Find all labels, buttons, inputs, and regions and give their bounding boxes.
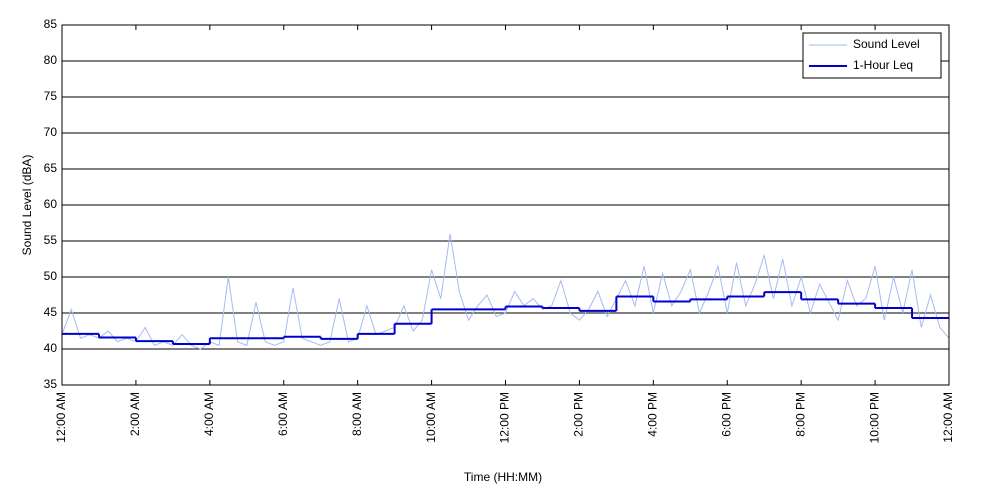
x-tick-label: 12:00 AM bbox=[54, 392, 68, 443]
legend-box bbox=[802, 32, 942, 79]
y-tick-label: 80 bbox=[44, 53, 58, 67]
y-tick-label: 45 bbox=[44, 305, 58, 319]
y-tick-label: 75 bbox=[44, 89, 58, 103]
y-tick-label: 40 bbox=[44, 341, 58, 355]
y-tick-label: 60 bbox=[44, 197, 58, 211]
x-tick-label: 12:00 AM bbox=[941, 392, 955, 443]
y-tick-label: 85 bbox=[44, 17, 58, 31]
x-tick-label: 2:00 AM bbox=[128, 392, 142, 436]
plot-frame bbox=[61, 24, 950, 386]
x-tick-label: 10:00 PM bbox=[867, 392, 881, 443]
x-tick-label: 10:00 AM bbox=[424, 392, 438, 443]
y-tick-label: 70 bbox=[44, 125, 58, 139]
x-tick-label: 8:00 AM bbox=[350, 392, 364, 436]
x-tick-label: 2:00 PM bbox=[572, 392, 586, 437]
y-tick-label: 50 bbox=[44, 269, 58, 283]
x-tick-label: 8:00 PM bbox=[793, 392, 807, 437]
legend-label: Sound Level bbox=[853, 37, 920, 51]
legend-label: 1-Hour Leq bbox=[853, 58, 913, 72]
x-tick-label: 4:00 AM bbox=[202, 392, 216, 436]
x-tick-label: 12:00 PM bbox=[498, 392, 512, 443]
x-tick-label: 6:00 AM bbox=[276, 392, 290, 436]
x-tick-label: 4:00 PM bbox=[646, 392, 660, 437]
x-tick-label: 6:00 PM bbox=[719, 392, 733, 437]
y-tick-label: 55 bbox=[44, 233, 58, 247]
y-tick-label: 35 bbox=[44, 377, 58, 391]
y-tick-label: 65 bbox=[44, 161, 58, 175]
x-axis-label: Time (HH:MM) bbox=[464, 470, 542, 484]
data-line bbox=[61, 233, 950, 350]
y-axis-label: Sound Level (dBA) bbox=[20, 155, 34, 256]
